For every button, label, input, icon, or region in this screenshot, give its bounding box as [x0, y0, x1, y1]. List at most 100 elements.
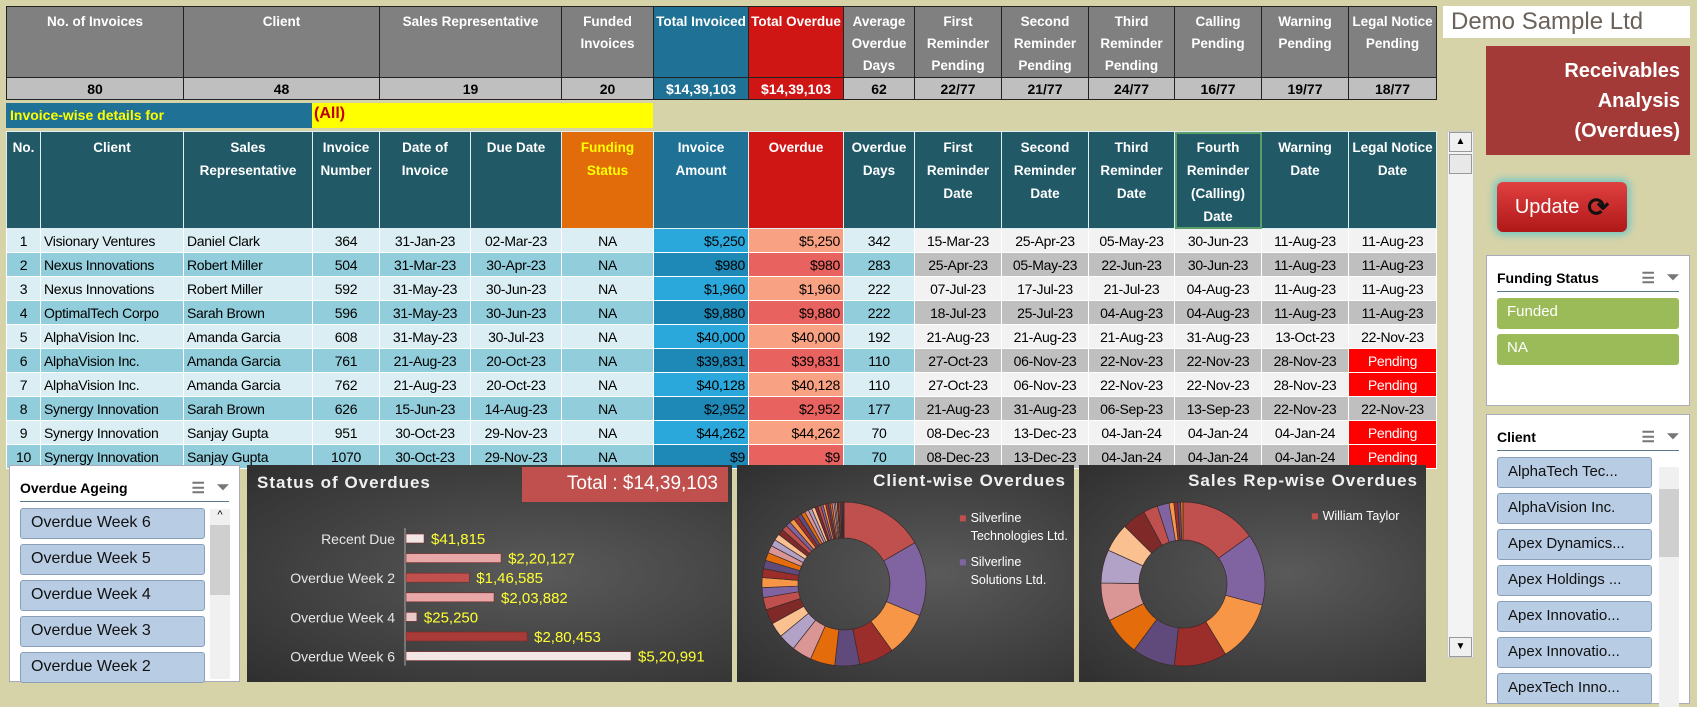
- slicer-item-ageing[interactable]: Overdue Week 3: [20, 616, 205, 647]
- multi-select-icon[interactable]: ☰: [1641, 428, 1655, 446]
- multi-select-icon[interactable]: ☰: [1641, 269, 1655, 287]
- table-cell: 20-Oct-23: [470, 372, 562, 397]
- table-cell: Pending: [1348, 348, 1437, 373]
- table-row[interactable]: 1 Visionary Ventures Daniel Clark 364 31-Jan…: [6, 228, 1437, 253]
- slicer-item-ageing[interactable]: Overdue Week 6: [20, 508, 205, 539]
- data-label: $25,250: [424, 609, 478, 626]
- update-button[interactable]: Update ⟳: [1497, 182, 1627, 232]
- column-header[interactable]: Invoice Number: [312, 131, 380, 229]
- column-header[interactable]: Funding Status: [561, 131, 654, 229]
- table-cell: 110: [843, 372, 915, 397]
- scroll-thumb[interactable]: [1449, 154, 1472, 174]
- table-cell: 13-Oct-23: [1261, 324, 1349, 349]
- table-cell: Visionary Ventures: [40, 228, 184, 253]
- table-row[interactable]: 10 Synergy Innovation Sanjay Gupta 1070 30-O…: [6, 444, 1437, 469]
- column-header[interactable]: Overdue Days: [843, 131, 915, 229]
- clear-filter-icon[interactable]: ⏷: [216, 479, 229, 496]
- table-cell: $40,000: [653, 324, 749, 349]
- slicer-item-client[interactable]: AlphaTech Tec...: [1497, 457, 1652, 488]
- slicer-item-na[interactable]: NA: [1497, 334, 1679, 365]
- slicer-item-client[interactable]: ApexTech Inno...: [1497, 673, 1652, 704]
- column-header[interactable]: Second Reminder Date: [1001, 131, 1089, 229]
- summary-value: 24/77: [1088, 77, 1175, 100]
- summary-header: Total Invoiced: [653, 6, 749, 78]
- table-cell: 192: [843, 324, 915, 349]
- data-label: $2,20,127: [508, 551, 575, 568]
- clear-filter-icon[interactable]: ⏷: [1666, 269, 1679, 286]
- table-row[interactable]: 5 AlphaVision Inc. Amanda Garcia 608 31-May-…: [6, 324, 1437, 349]
- slicer-item-client[interactable]: Apex Holdings ...: [1497, 565, 1652, 596]
- table-row[interactable]: 3 Nexus Innovations Robert Miller 592 31-May…: [6, 276, 1437, 301]
- column-header[interactable]: Sales Representative: [183, 131, 313, 229]
- invoice-table: No. Client Sales Representative Invoice Num…: [6, 131, 1437, 469]
- table-cell: 11-Aug-23: [1348, 276, 1437, 301]
- table-cell: 11-Aug-23: [1348, 228, 1437, 253]
- table-row[interactable]: 8 Synergy Innovation Sarah Brown 626 15-Jun-…: [6, 396, 1437, 421]
- table-row[interactable]: 9 Synergy Innovation Sanjay Gupta 951 30-Oct…: [6, 420, 1437, 445]
- table-row[interactable]: 4 OptimalTech Corpo Sarah Brown 596 31-May-2…: [6, 300, 1437, 325]
- column-header[interactable]: First Reminder Date: [914, 131, 1002, 229]
- column-header[interactable]: Fourth Reminder (Calling) Date: [1174, 131, 1262, 229]
- table-cell: 29-Nov-23: [470, 444, 562, 469]
- table-cell: $1,960: [748, 276, 844, 301]
- scroll-up-button[interactable]: ▲: [1449, 132, 1472, 152]
- slicer-item-ageing[interactable]: Overdue Week 2: [20, 652, 205, 683]
- ageing-slicer-scrollbar[interactable]: ^: [210, 509, 230, 679]
- multi-select-icon[interactable]: ☰: [191, 479, 205, 497]
- table-scrollbar[interactable]: ▲ ▼: [1447, 131, 1474, 658]
- table-cell: $2,952: [653, 396, 749, 421]
- table-row[interactable]: 6 AlphaVision Inc. Amanda Garcia 761 21-Aug-…: [6, 348, 1437, 373]
- table-cell: $1,960: [653, 276, 749, 301]
- legend-label: William Taylor: [1322, 509, 1400, 523]
- slicer-item-ageing[interactable]: Overdue Week 5: [20, 544, 205, 575]
- summary-value: 19: [379, 77, 562, 100]
- table-cell: 22-Nov-23: [1261, 396, 1349, 421]
- table-cell: 30-Jun-23: [470, 276, 562, 301]
- clear-filter-icon[interactable]: ⏷: [1666, 428, 1679, 445]
- scroll-down-button[interactable]: ▼: [1449, 637, 1472, 657]
- column-header[interactable]: No.: [6, 131, 41, 229]
- column-header[interactable]: Legal Notice Date: [1348, 131, 1437, 229]
- legend-entry: ■ Silverline Solutions Ltd.: [959, 553, 1069, 589]
- slicer-item-client[interactable]: AlphaVision Inc.: [1497, 493, 1652, 524]
- column-header[interactable]: Invoice Amount: [653, 131, 749, 229]
- table-cell: 29-Nov-23: [470, 420, 562, 445]
- client-slicer-scrollbar[interactable]: [1659, 467, 1679, 707]
- table-cell: 31-May-23: [379, 300, 471, 325]
- table-cell: 30-Jul-23: [470, 324, 562, 349]
- table-cell: 13-Sep-23: [1174, 396, 1262, 421]
- table-cell: 25-Apr-23: [914, 252, 1002, 277]
- table-row[interactable]: 7 AlphaVision Inc. Amanda Garcia 762 21-Aug-…: [6, 372, 1437, 397]
- summary-value: 62: [843, 77, 915, 100]
- data-label: $41,815: [431, 531, 485, 548]
- table-cell: $980: [653, 252, 749, 277]
- column-header[interactable]: Client: [40, 131, 184, 229]
- legend-swatch-icon: ■: [1311, 509, 1319, 523]
- table-cell: 22-Nov-23: [1348, 324, 1437, 349]
- column-header[interactable]: Date of Invoice: [379, 131, 471, 229]
- column-header[interactable]: Third Reminder Date: [1088, 131, 1175, 229]
- table-cell: 30-Jun-23: [1174, 252, 1262, 277]
- table-cell: 25-Apr-23: [1001, 228, 1089, 253]
- slicer-item-funded[interactable]: Funded: [1497, 298, 1679, 329]
- table-cell: AlphaVision Inc.: [40, 324, 184, 349]
- table-cell: 27-Oct-23: [914, 372, 1002, 397]
- table-cell: 22-Nov-23: [1088, 372, 1175, 397]
- table-cell: NA: [561, 324, 654, 349]
- slicer-item-client[interactable]: Apex Innovatio...: [1497, 637, 1652, 668]
- filter-value[interactable]: (All): [312, 103, 653, 128]
- table-cell: $9,880: [748, 300, 844, 325]
- summary-value: $14,39,103: [653, 77, 749, 100]
- slicer-item-ageing[interactable]: Overdue Week 4: [20, 580, 205, 611]
- table-cell: 04-Aug-23: [1174, 276, 1262, 301]
- column-header[interactable]: Warning Date: [1261, 131, 1349, 229]
- slicer-item-client[interactable]: Apex Innovatio...: [1497, 601, 1652, 632]
- table-cell: Sanjay Gupta: [183, 420, 313, 445]
- column-header[interactable]: Overdue: [748, 131, 844, 229]
- slicer-item-client[interactable]: Apex Dynamics...: [1497, 529, 1652, 560]
- table-cell: 21-Aug-23: [379, 372, 471, 397]
- table-cell: 30-Oct-23: [379, 420, 471, 445]
- column-header[interactable]: Due Date: [470, 131, 562, 229]
- table-row[interactable]: 2 Nexus Innovations Robert Miller 504 31-Mar…: [6, 252, 1437, 277]
- summary-header: First Reminder Pending: [914, 6, 1002, 78]
